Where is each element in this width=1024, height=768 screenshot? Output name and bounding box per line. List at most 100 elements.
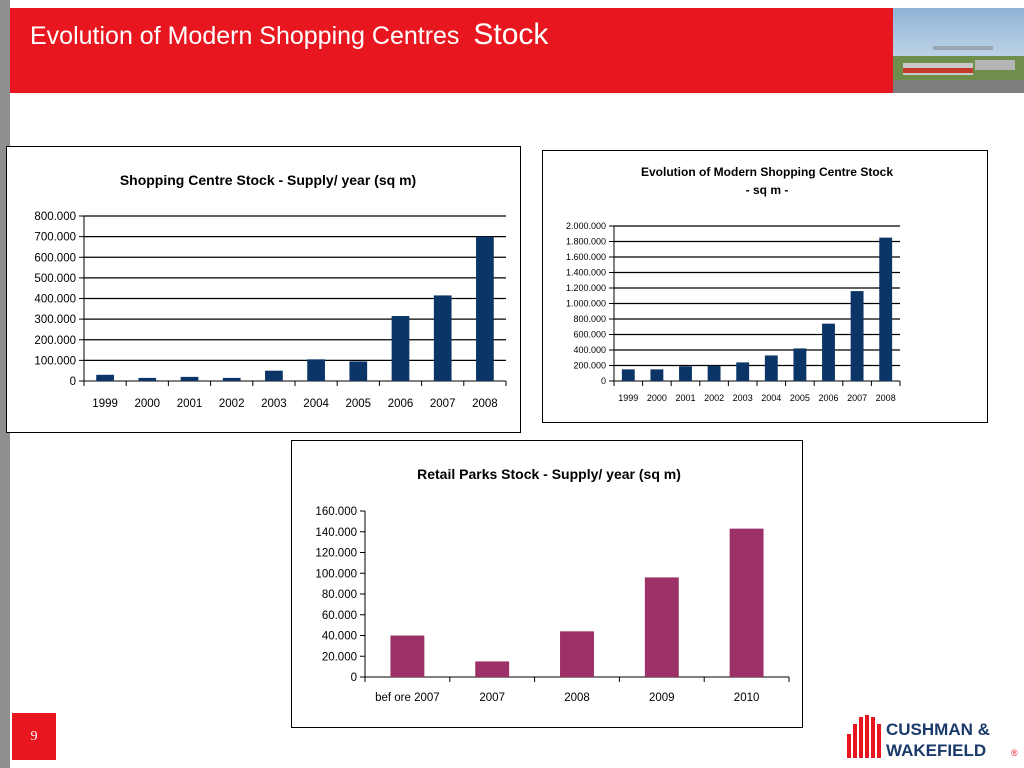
x-tick-label: 2007 bbox=[479, 692, 505, 704]
y-tick-label: 1.400.000 bbox=[566, 268, 606, 278]
y-tick-label: 600.000 bbox=[573, 330, 606, 340]
x-tick-label: 2008 bbox=[564, 692, 590, 704]
bar bbox=[222, 377, 241, 381]
x-tick-label: 2010 bbox=[734, 692, 760, 704]
x-tick-label: 2003 bbox=[261, 398, 287, 410]
y-tick-label: 80.000 bbox=[322, 589, 357, 601]
bar bbox=[307, 359, 325, 381]
y-tick-label: 800.000 bbox=[573, 314, 606, 324]
chart-title: Shopping Centre Stock - Supply/ year (sq… bbox=[120, 172, 416, 188]
y-tick-label: 20.000 bbox=[322, 651, 357, 663]
bar bbox=[96, 374, 114, 381]
x-tick-label: 2007 bbox=[430, 398, 456, 410]
y-tick-label: 0 bbox=[70, 376, 76, 388]
y-tick-label: 160.000 bbox=[315, 506, 357, 518]
chart-retail-parks-supply: Retail Parks Stock - Supply/ year (sq m)… bbox=[291, 440, 803, 728]
x-tick-label: 2001 bbox=[177, 398, 203, 410]
left-accent-bar bbox=[0, 0, 10, 768]
y-tick-label: 1.200.000 bbox=[566, 283, 606, 293]
y-tick-label: 500.000 bbox=[34, 273, 76, 285]
y-tick-label: 0 bbox=[601, 376, 606, 386]
x-tick-label: 1999 bbox=[92, 398, 118, 410]
brand-line1: CUSHMAN & bbox=[886, 720, 990, 739]
bar bbox=[621, 369, 635, 381]
bar bbox=[560, 631, 594, 677]
y-tick-label: 1.800.000 bbox=[566, 237, 606, 247]
building-mark-icon bbox=[847, 715, 881, 758]
bar bbox=[679, 366, 692, 381]
x-tick-label: 2002 bbox=[219, 398, 245, 410]
y-tick-label: 200.000 bbox=[573, 361, 606, 371]
x-tick-label: 2005 bbox=[790, 393, 810, 403]
y-tick-label: 60.000 bbox=[322, 610, 357, 622]
title-part1: Evolution of Modern Shopping Centres bbox=[30, 22, 460, 50]
chart-frame bbox=[291, 440, 803, 728]
y-tick-label: 700.000 bbox=[34, 232, 76, 244]
x-tick-label: 2005 bbox=[346, 398, 372, 410]
y-tick-label: 120.000 bbox=[315, 548, 357, 560]
slide-title: Evolution of Modern Shopping Centres Sto… bbox=[30, 18, 548, 52]
chart-title: Retail Parks Stock - Supply/ year (sq m) bbox=[417, 466, 681, 482]
y-tick-label: 200.000 bbox=[34, 335, 76, 347]
x-tick-label: bef ore 2007 bbox=[375, 692, 440, 704]
brand-line2: WAKEFIELD bbox=[886, 741, 986, 760]
bar bbox=[850, 291, 864, 381]
bar bbox=[475, 661, 510, 677]
bar bbox=[265, 370, 283, 381]
y-tick-label: 400.000 bbox=[573, 345, 606, 355]
bar bbox=[764, 355, 778, 381]
y-tick-label: 1.000.000 bbox=[566, 299, 606, 309]
bar bbox=[879, 237, 893, 381]
bar bbox=[391, 316, 410, 381]
bar bbox=[822, 323, 835, 381]
y-tick-label: 800.000 bbox=[34, 211, 76, 223]
header-banner bbox=[10, 8, 893, 93]
x-tick-label: 2007 bbox=[847, 393, 867, 403]
bar bbox=[390, 635, 425, 677]
page-number-badge: 9 bbox=[12, 713, 56, 760]
x-tick-label: 2001 bbox=[675, 393, 695, 403]
x-tick-label: 2000 bbox=[135, 398, 161, 410]
x-tick-label: 2008 bbox=[876, 393, 896, 403]
y-tick-label: 600.000 bbox=[34, 252, 76, 264]
x-tick-label: 2004 bbox=[303, 398, 329, 410]
bar bbox=[644, 577, 679, 677]
header-photo bbox=[893, 8, 1024, 93]
x-tick-label: 2006 bbox=[388, 398, 414, 410]
x-tick-label: 2008 bbox=[472, 398, 498, 410]
y-tick-label: 300.000 bbox=[34, 314, 76, 326]
y-tick-label: 400.000 bbox=[34, 294, 76, 306]
x-tick-label: 2002 bbox=[704, 393, 724, 403]
x-tick-label: 2009 bbox=[649, 692, 675, 704]
y-tick-label: 140.000 bbox=[315, 527, 357, 539]
chart-title-line2: - sq m - bbox=[746, 183, 789, 197]
x-tick-label: 2004 bbox=[761, 393, 781, 403]
chart-shopping-centre-stock: Evolution of Modern Shopping Centre Stoc… bbox=[542, 150, 988, 423]
bar bbox=[180, 376, 199, 381]
cushman-wakefield-logo: CUSHMAN & WAKEFIELD ® bbox=[845, 712, 1020, 762]
x-tick-label: 2003 bbox=[733, 393, 753, 403]
bar bbox=[476, 236, 494, 381]
x-tick-label: 2000 bbox=[647, 393, 667, 403]
y-tick-label: 100.000 bbox=[315, 568, 357, 580]
chart-shopping-centre-supply: Shopping Centre Stock - Supply/ year (sq… bbox=[6, 146, 521, 433]
x-tick-label: 1999 bbox=[618, 393, 638, 403]
bar bbox=[650, 369, 664, 381]
y-tick-label: 1.600.000 bbox=[566, 252, 606, 262]
brand-mark: ® bbox=[1011, 748, 1018, 758]
x-tick-label: 2006 bbox=[818, 393, 838, 403]
bar bbox=[349, 361, 368, 381]
bar bbox=[138, 377, 157, 381]
bar bbox=[793, 348, 807, 381]
page-number: 9 bbox=[30, 729, 38, 744]
bar bbox=[736, 362, 750, 381]
y-tick-label: 2.000.000 bbox=[566, 221, 606, 231]
chart-title-line1: Evolution of Modern Shopping Centre Stoc… bbox=[641, 165, 893, 179]
bar bbox=[433, 295, 452, 381]
y-tick-label: 100.000 bbox=[34, 355, 76, 367]
bar bbox=[729, 528, 764, 677]
y-tick-label: 40.000 bbox=[322, 631, 357, 643]
y-tick-label: 0 bbox=[351, 672, 357, 684]
bar bbox=[707, 365, 721, 381]
chart-frame bbox=[6, 146, 521, 433]
